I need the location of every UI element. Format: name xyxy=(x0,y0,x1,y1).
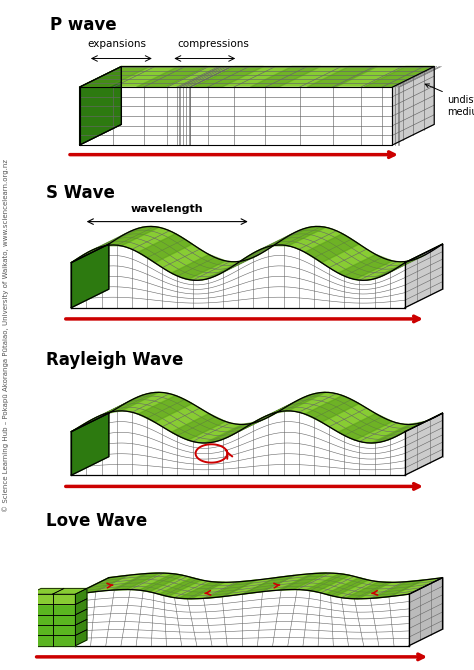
Polygon shape xyxy=(75,599,87,615)
Polygon shape xyxy=(71,245,405,308)
Polygon shape xyxy=(238,403,292,431)
Polygon shape xyxy=(71,226,443,280)
Polygon shape xyxy=(172,255,226,279)
Polygon shape xyxy=(29,625,53,635)
Polygon shape xyxy=(105,227,159,246)
Polygon shape xyxy=(138,395,192,422)
Polygon shape xyxy=(53,594,75,604)
Polygon shape xyxy=(139,574,183,592)
Polygon shape xyxy=(75,609,87,625)
Polygon shape xyxy=(172,413,226,440)
Polygon shape xyxy=(137,66,207,87)
Polygon shape xyxy=(111,573,160,590)
Polygon shape xyxy=(75,590,409,646)
Polygon shape xyxy=(372,421,426,443)
Polygon shape xyxy=(53,625,75,635)
Polygon shape xyxy=(364,66,434,87)
Polygon shape xyxy=(272,227,326,246)
Polygon shape xyxy=(373,580,424,598)
Polygon shape xyxy=(205,255,259,279)
Polygon shape xyxy=(372,255,426,279)
Polygon shape xyxy=(75,573,443,599)
Polygon shape xyxy=(206,580,257,598)
Polygon shape xyxy=(75,588,87,604)
Polygon shape xyxy=(405,244,443,308)
Polygon shape xyxy=(305,395,359,422)
Polygon shape xyxy=(250,66,320,87)
Polygon shape xyxy=(307,66,377,87)
Text: Rayleigh Wave: Rayleigh Wave xyxy=(46,351,183,369)
Polygon shape xyxy=(278,573,327,590)
Polygon shape xyxy=(75,576,128,594)
Polygon shape xyxy=(53,615,75,625)
Polygon shape xyxy=(105,393,159,414)
Polygon shape xyxy=(179,582,225,599)
Polygon shape xyxy=(138,234,192,263)
Text: © Science Learning Hub – Pokapū Akoranga Pūtaiao, University of Waikato, www.sci: © Science Learning Hub – Pokapū Akoranga… xyxy=(2,159,9,511)
Polygon shape xyxy=(392,66,434,145)
Polygon shape xyxy=(159,578,201,596)
Polygon shape xyxy=(272,393,326,414)
Polygon shape xyxy=(75,630,87,646)
Polygon shape xyxy=(338,255,392,279)
Polygon shape xyxy=(80,87,392,145)
Polygon shape xyxy=(405,413,443,475)
Polygon shape xyxy=(338,413,392,440)
Polygon shape xyxy=(71,411,405,475)
Polygon shape xyxy=(71,244,109,308)
Polygon shape xyxy=(75,619,87,635)
Text: expansions: expansions xyxy=(88,39,146,49)
Polygon shape xyxy=(193,66,264,87)
Polygon shape xyxy=(29,635,53,646)
Polygon shape xyxy=(53,588,87,594)
Polygon shape xyxy=(80,66,150,87)
Polygon shape xyxy=(71,393,443,443)
Text: compressions: compressions xyxy=(177,39,249,49)
Polygon shape xyxy=(205,421,259,443)
Polygon shape xyxy=(80,66,434,87)
Text: P wave: P wave xyxy=(50,16,117,34)
Polygon shape xyxy=(29,588,64,594)
Polygon shape xyxy=(242,576,294,594)
Polygon shape xyxy=(71,413,109,475)
Polygon shape xyxy=(305,234,359,263)
Text: wavelength: wavelength xyxy=(131,204,203,214)
Polygon shape xyxy=(238,234,292,263)
Polygon shape xyxy=(80,66,121,145)
Polygon shape xyxy=(71,234,126,263)
Polygon shape xyxy=(29,604,53,615)
Polygon shape xyxy=(409,578,443,646)
Text: Love Wave: Love Wave xyxy=(46,512,147,530)
Text: S Wave: S Wave xyxy=(46,184,115,202)
Polygon shape xyxy=(346,582,392,599)
Polygon shape xyxy=(29,594,53,604)
Polygon shape xyxy=(53,604,75,615)
Polygon shape xyxy=(53,635,75,646)
Polygon shape xyxy=(71,403,126,431)
Text: undisturbed
medium: undisturbed medium xyxy=(425,84,474,117)
Polygon shape xyxy=(306,574,350,592)
Polygon shape xyxy=(326,578,368,596)
Polygon shape xyxy=(29,615,53,625)
